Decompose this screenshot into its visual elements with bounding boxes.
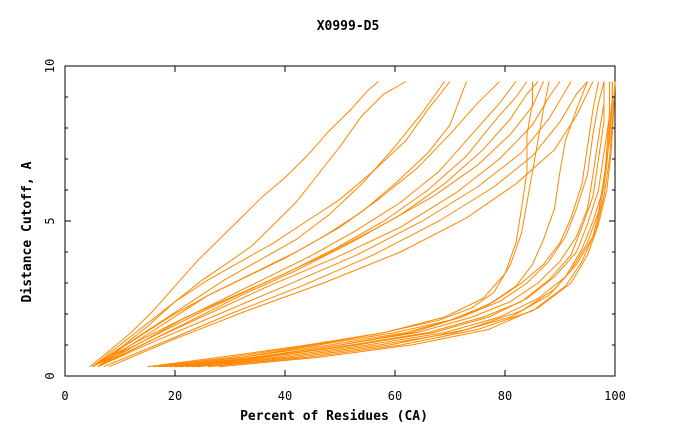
series-line-21 [180, 81, 605, 368]
axis-layer: 0 20 40 60 80 100 0 5 10 [43, 59, 626, 403]
series-line-10 [92, 81, 544, 368]
series-line-5 [92, 81, 467, 368]
series-line-27 [218, 81, 616, 368]
series-line-26 [207, 81, 616, 368]
x-tick-label: 60 [388, 389, 402, 403]
series-line-6 [97, 81, 500, 368]
y-tick-label: 5 [43, 217, 57, 224]
x-tick-label: 100 [604, 389, 626, 403]
series-line-17 [163, 81, 588, 368]
series-line-2 [92, 81, 407, 368]
y-axis-title: Distance Cutoff, A [20, 161, 35, 302]
series-line-25 [196, 81, 613, 368]
series-line-18 [174, 81, 599, 368]
x-tick-label: 20 [168, 389, 182, 403]
chart-title: X0999-D5 [317, 19, 380, 34]
x-axis-title: Percent of Residues (CA) [240, 409, 428, 424]
series-line-11 [97, 81, 561, 368]
series-line-13 [103, 81, 588, 368]
series-line-8 [92, 81, 528, 368]
series-line-19 [158, 81, 605, 368]
y-tick-label: 0 [43, 372, 57, 379]
x-tick-label: 80 [498, 389, 512, 403]
x-tick-label: 40 [278, 389, 292, 403]
series-line-7 [97, 81, 517, 368]
series-line-4 [97, 81, 445, 368]
series-line-15 [152, 81, 550, 368]
plot-frame [64, 65, 616, 377]
series-line-1 [89, 81, 379, 368]
series-line-3 [92, 81, 451, 368]
series-line-20 [169, 81, 605, 368]
series-line-22 [174, 81, 610, 368]
series-line-23 [185, 81, 610, 368]
x-tick-label: 0 [61, 389, 68, 403]
series-line-12 [97, 81, 572, 368]
y-tick-label: 10 [43, 59, 57, 73]
series-line-16 [147, 81, 533, 368]
series-line-14 [108, 81, 594, 368]
series-layer [89, 81, 616, 368]
